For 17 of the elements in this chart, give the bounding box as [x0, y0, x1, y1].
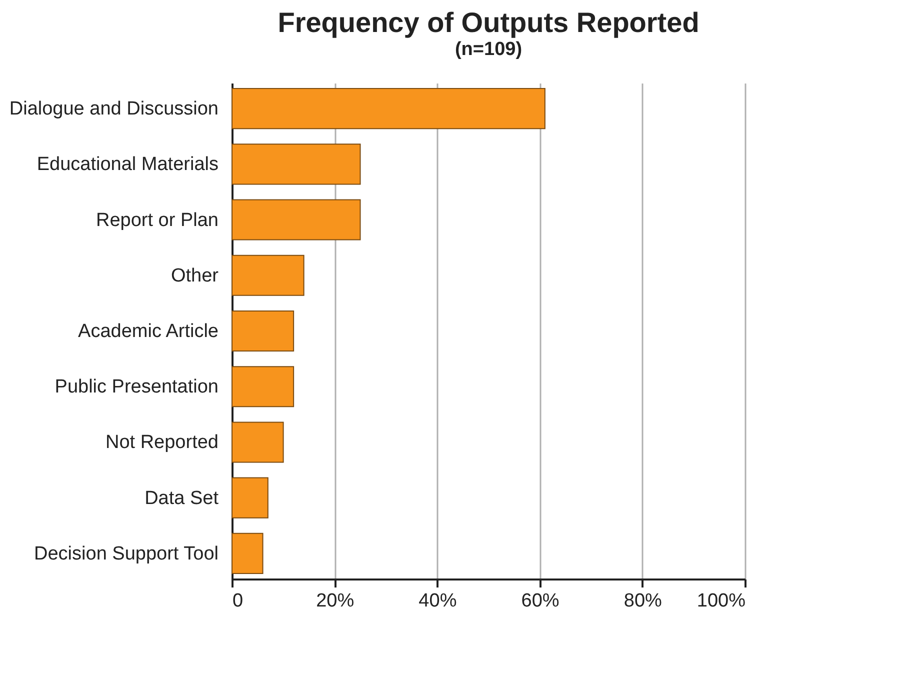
x-tick-label: 40%	[418, 590, 457, 612]
x-tick-label: 60%	[521, 590, 560, 612]
chart-title: Frequency of Outputs Reported	[278, 7, 700, 38]
x-tick-label: 80%	[624, 590, 662, 612]
x-tick-label: 20%	[316, 590, 354, 612]
y-tick-label: Dialogue and Discussion	[9, 98, 218, 120]
y-tick-label: Academic Article	[78, 321, 218, 342]
y-tick-label: Not Reported	[105, 432, 218, 454]
y-tick-label: Other	[170, 265, 220, 286]
y-tick-label: Data Set	[144, 488, 220, 509]
x-tick-label: 100%	[696, 590, 746, 612]
y-tick-label: Report or Plan	[96, 210, 218, 231]
y-tick-label: Educational Materials	[36, 154, 218, 176]
chart-subtitle: (n=109)	[454, 39, 522, 60]
y-tick-label: Decision Support Tool	[34, 543, 218, 564]
y-tick-label: Public Presentation	[54, 376, 218, 398]
x-tick-label: 0	[232, 590, 244, 612]
